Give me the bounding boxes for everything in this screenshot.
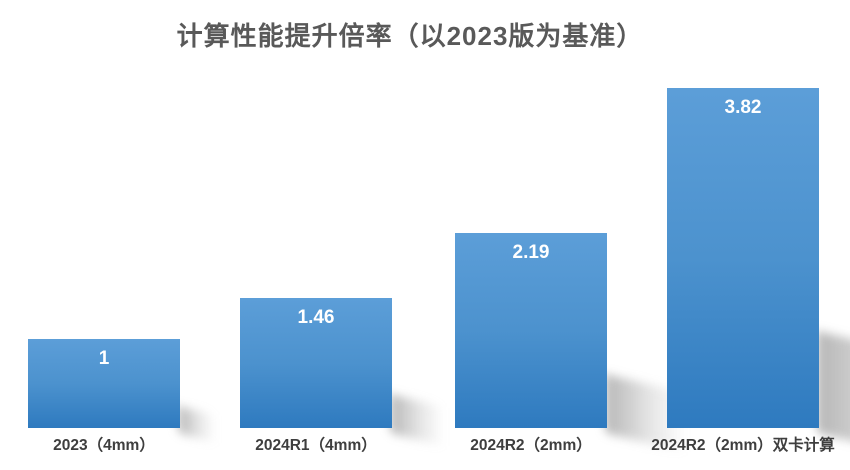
bar-group-2023-4mm: 1 2023（4mm） [28,339,224,454]
value-label: 1.46 [297,307,335,328]
category-label-2023-4mm: 2023（4mm） [53,437,155,454]
value-label: 3.82 [724,97,762,118]
bar-group-2024r2-2mm-dual: 3.82 2024R2（2mm）双卡计算 [651,88,850,470]
bar-shadow [390,394,456,449]
value-label: 1 [98,348,110,369]
chart-title: 计算性能提升倍率（以2023版为基准） [176,21,644,51]
category-label-2024r2-2mm-dual: 2024R2（2mm）双卡计算 [651,437,835,454]
bar-group-2024r1-4mm: 1.46 2024R1（4mm） [240,298,456,454]
value-label: 2.19 [512,242,550,263]
bar-2024r2-2mm-dual: 3.82 [667,88,819,428]
bar-shadow [178,406,224,444]
category-label-2024r1-4mm: 2024R1（4mm） [255,437,377,454]
bar-2024r2-2mm: 2.19 [455,233,607,428]
bar-2024r1-4mm: 1.46 [240,298,392,428]
bar-group-2024r2-2mm: 2.19 2024R2（2mm） [455,233,704,456]
category-label-2024r2-2mm: 2024R2（2mm） [470,437,592,454]
bar-2023-4mm: 1 [28,339,180,428]
